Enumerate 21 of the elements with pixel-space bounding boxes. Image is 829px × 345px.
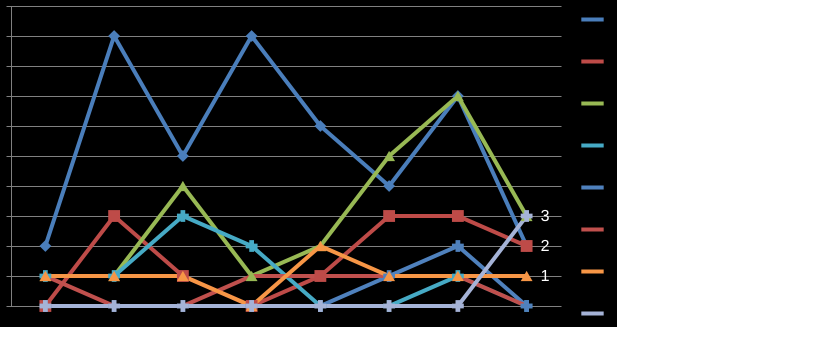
point [452, 240, 464, 252]
point [246, 30, 258, 42]
point [108, 210, 120, 222]
point [383, 180, 396, 192]
point [452, 210, 464, 222]
point [314, 270, 326, 282]
point [383, 150, 396, 162]
data-label: 3 [540, 208, 550, 225]
data-label: 2 [540, 238, 550, 255]
point [246, 240, 258, 252]
data-label: 1 [540, 268, 550, 285]
point [176, 180, 189, 192]
point [176, 210, 189, 222]
point [108, 30, 120, 42]
point [39, 240, 52, 252]
point [520, 270, 533, 282]
point [176, 150, 189, 162]
point [314, 120, 326, 132]
point [452, 300, 464, 312]
point [383, 210, 396, 222]
point [246, 270, 258, 282]
